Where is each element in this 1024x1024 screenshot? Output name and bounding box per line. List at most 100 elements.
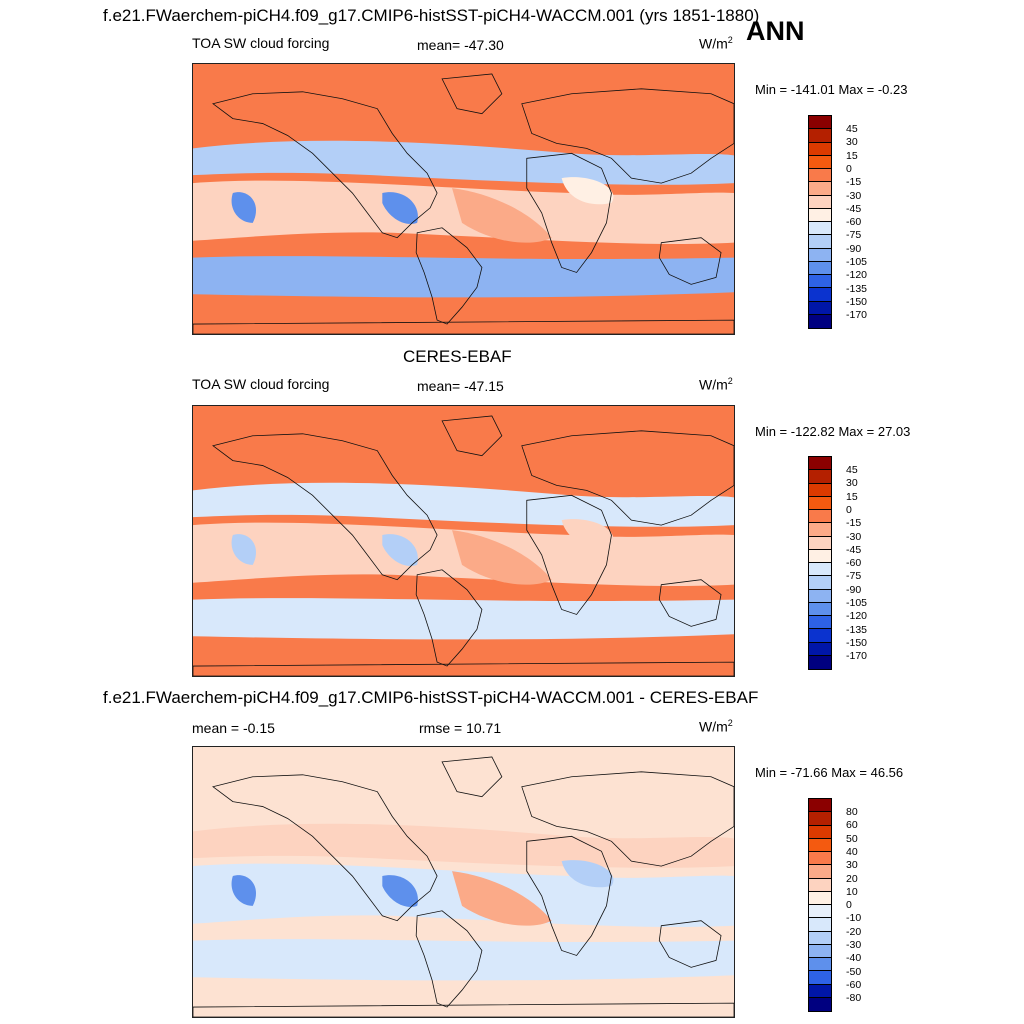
field-southern-ocean-band xyxy=(193,256,734,298)
panel-obs-variable: TOA SW cloud forcing xyxy=(192,376,330,392)
colorbar-swatch xyxy=(809,195,831,209)
coastline xyxy=(212,91,438,239)
map-field xyxy=(193,747,734,1017)
colorbar-swatch xyxy=(809,483,831,497)
colorbar-tick-label: -135 xyxy=(846,623,868,636)
colorbar-tick-label: -45 xyxy=(846,202,862,215)
colorbar-swatch xyxy=(809,984,831,998)
colorbar-tick-label: -170 xyxy=(846,309,868,322)
colorbar-swatch xyxy=(809,116,831,130)
colorbar-swatch xyxy=(809,905,831,919)
colorbar-swatch xyxy=(809,235,831,249)
colorbar-tick-label: 45 xyxy=(846,123,858,135)
colorbar-tick-label: -10 xyxy=(846,912,862,925)
colorbar-tick-label: -80 xyxy=(846,992,862,1005)
colorbar-swatch xyxy=(809,655,831,669)
colorbar-swatch xyxy=(809,958,831,972)
colorbar-tick-label: 45 xyxy=(846,464,858,476)
colorbar-swatch xyxy=(809,523,831,537)
coastline xyxy=(415,227,483,325)
colorbar-tick-label: 0 xyxy=(846,162,852,175)
coastline xyxy=(521,88,734,184)
colorbar-tick-label: -50 xyxy=(846,965,862,978)
colorbar-tick-label: 30 xyxy=(846,136,858,149)
field-subtropical-stratocumulus xyxy=(452,530,552,585)
colorbar-swatch xyxy=(809,129,831,143)
colorbar-tick-label: 50 xyxy=(846,832,858,845)
coastline xyxy=(212,774,438,922)
colorbar-swatch xyxy=(809,314,831,328)
coastline xyxy=(415,569,483,667)
colorbar-swatch xyxy=(809,182,831,196)
panel-model-map xyxy=(192,63,735,335)
colorbar-swatch xyxy=(809,825,831,839)
coastline xyxy=(193,319,734,334)
coastline xyxy=(658,237,722,285)
colorbar-swatch xyxy=(809,261,831,275)
colorbar-swatch xyxy=(809,510,831,524)
colorbar-swatch xyxy=(809,301,831,315)
colorbar-tick-label: 15 xyxy=(846,149,858,162)
field-equatorial-atlantic xyxy=(561,177,614,205)
colorbar-swatch xyxy=(809,602,831,616)
coastline xyxy=(526,835,612,956)
colorbar-swatch xyxy=(809,169,831,183)
colorbar-swatch xyxy=(809,865,831,879)
colorbar-tick-label: -60 xyxy=(846,978,862,991)
colorbar-tick-label: -20 xyxy=(846,925,862,938)
panel-obs-colorbar xyxy=(808,456,832,670)
field-tropical-convection-africa xyxy=(231,875,257,906)
colorbar-tick-label: 15 xyxy=(846,490,858,503)
colorbar-tick-label: -15 xyxy=(846,517,862,530)
panel-diff-colorbar xyxy=(808,798,832,1012)
coastline xyxy=(193,1002,734,1017)
colorbar-swatch xyxy=(809,918,831,932)
coastline xyxy=(658,920,722,968)
field-tropical-convection-africa xyxy=(231,534,257,565)
colorbar-swatch xyxy=(809,616,831,630)
coastline xyxy=(658,579,722,627)
field-north-pacific-band xyxy=(193,823,734,868)
panel-diff-minmax: Min = -71.66 Max = 46.56 xyxy=(755,765,904,780)
colorbar-tick-label: -120 xyxy=(846,269,868,282)
colorbar-tick-label: 60 xyxy=(846,819,858,832)
field-subtropical-stratocumulus xyxy=(452,188,552,243)
coastline xyxy=(212,433,438,581)
colorbar-tick-label: 0 xyxy=(846,899,852,912)
colorbar-swatch xyxy=(809,275,831,289)
colorbar-swatch xyxy=(809,891,831,905)
colorbar-swatch xyxy=(809,496,831,510)
colorbar-swatch xyxy=(809,799,831,813)
coastline xyxy=(526,494,612,615)
colorbar-tick-label: 10 xyxy=(846,885,858,898)
coastline xyxy=(526,152,612,273)
panel-obs-title: CERES-EBAF xyxy=(403,347,512,366)
field-southern-ocean-band xyxy=(193,598,734,640)
field-equatorial-atlantic xyxy=(561,519,614,547)
colorbar-swatch xyxy=(809,812,831,826)
panel-model-title: f.e21.FWaerchem-piCH4.f09_g17.CMIP6-hist… xyxy=(103,6,760,25)
colorbar-swatch xyxy=(809,838,831,852)
panel-diff-rmse: rmse = 10.71 xyxy=(419,720,502,736)
colorbar-swatch xyxy=(809,248,831,262)
colorbar-tick-label: -30 xyxy=(846,939,862,951)
colorbar-tick-label: -30 xyxy=(846,530,862,543)
colorbar-tick-label: -30 xyxy=(846,189,862,202)
colorbar-swatch xyxy=(809,457,831,471)
colorbar-tick-label: -75 xyxy=(846,570,862,583)
colorbar-tick-label: -75 xyxy=(846,229,862,242)
season-label: ANN xyxy=(746,16,805,46)
field-north-pacific-band xyxy=(193,482,734,527)
colorbar-tick-label: -90 xyxy=(846,583,862,596)
coastline xyxy=(415,910,483,1008)
colorbar-tick-label: -105 xyxy=(846,597,868,609)
colorbar-tick-label: -150 xyxy=(846,295,868,308)
colorbar-tick-label: -135 xyxy=(846,282,868,295)
colorbar-swatch xyxy=(809,971,831,985)
coastline xyxy=(521,771,734,867)
colorbar-swatch xyxy=(809,222,831,236)
colorbar-tick-label: 30 xyxy=(846,477,858,490)
colorbar-tick-label: 40 xyxy=(846,845,858,858)
field-tropical-convection-africa xyxy=(231,192,257,223)
colorbar-swatch xyxy=(809,563,831,577)
